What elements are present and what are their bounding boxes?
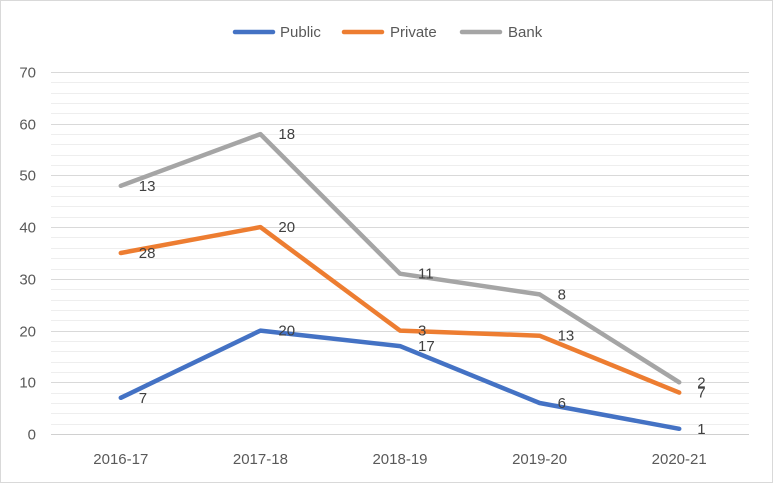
data-label-public: 17 <box>418 338 435 355</box>
y-tick-label: 0 <box>28 427 36 444</box>
series-line-private <box>118 224 682 395</box>
y-tick-label: 50 <box>19 168 36 185</box>
data-label-public: 20 <box>278 323 295 340</box>
data-label-bank: 13 <box>139 178 156 195</box>
minor-gridlines <box>51 82 749 425</box>
x-tick-label: 2020-21 <box>652 451 707 468</box>
y-axis-tick-labels: 0 10 20 30 40 50 60 70 <box>19 65 36 444</box>
data-labels: 7 20 17 6 1 28 20 3 13 7 13 18 11 8 2 <box>139 126 706 438</box>
y-tick-label: 10 <box>19 375 36 392</box>
data-label-bank: 8 <box>558 286 566 303</box>
data-label-public: 7 <box>139 390 147 407</box>
y-tick-label: 70 <box>19 65 36 82</box>
series-line-public <box>118 328 682 432</box>
data-label-private: 20 <box>278 219 295 236</box>
legend-label-private: Private <box>390 24 437 41</box>
x-tick-label: 2016-17 <box>93 451 148 468</box>
data-label-bank: 2 <box>697 374 705 391</box>
y-tick-label: 20 <box>19 324 36 341</box>
data-label-bank: 11 <box>418 266 434 283</box>
data-label-public: 6 <box>558 395 566 412</box>
legend: Public Private Bank <box>232 24 543 41</box>
series-line-bank <box>118 131 682 385</box>
data-label-private: 28 <box>139 245 156 262</box>
data-label-private: 7 <box>697 385 705 402</box>
y-tick-label: 40 <box>19 220 36 237</box>
y-tick-label: 30 <box>19 272 36 289</box>
data-label-private: 13 <box>558 328 575 345</box>
data-label-private: 3 <box>418 323 426 340</box>
legend-label-public: Public <box>280 24 321 41</box>
x-tick-label: 2018-19 <box>372 451 427 468</box>
x-tick-label: 2017-18 <box>233 451 288 468</box>
y-tick-label: 60 <box>19 117 36 134</box>
legend-label-bank: Bank <box>508 24 543 41</box>
data-label-bank: 18 <box>278 126 295 143</box>
series-lines <box>118 131 682 432</box>
data-label-public: 1 <box>697 421 705 438</box>
x-axis-tick-labels: 2016-17 2017-18 2018-19 2019-20 2020-21 <box>93 451 706 468</box>
x-tick-label: 2019-20 <box>512 451 567 468</box>
